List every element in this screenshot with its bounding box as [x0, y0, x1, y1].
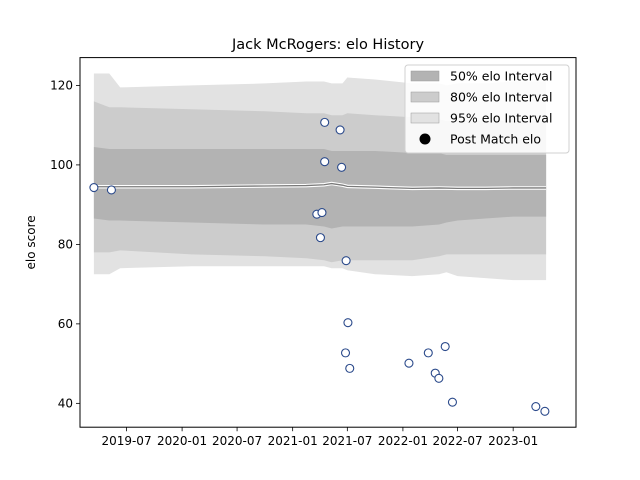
y-axis: 40 60 80 100 120	[50, 79, 80, 411]
x-tick-label-4: 2021-07	[322, 434, 372, 448]
data-point-17	[440, 341, 450, 352]
legend-marker-3	[419, 133, 431, 145]
y-tick-label-3: 100	[50, 158, 73, 172]
interval-band-2	[93, 147, 547, 229]
chart-title: Jack McRogers: elo History	[231, 37, 424, 53]
data-point-18	[447, 397, 458, 407]
legend-swatch-0	[410, 70, 440, 82]
x-tick-label-7: 2023-01	[488, 434, 538, 448]
y-tick-label-1: 60	[58, 317, 73, 331]
data-point-9	[341, 256, 351, 266]
data-point-10	[343, 318, 353, 328]
center-line-layer	[93, 181, 547, 191]
data-point-5	[320, 117, 330, 127]
legend-label-0: 50% elo Interval	[450, 69, 552, 84]
legend-label-3: Post Match elo	[450, 132, 541, 147]
post-match-points	[89, 117, 550, 416]
plot-frame	[79, 57, 577, 428]
data-point-3	[315, 233, 326, 243]
x-tick-label-1: 2020-01	[157, 434, 207, 448]
y-tick-label-0: 40	[58, 397, 73, 411]
x-tick-label-0: 2019-07	[101, 434, 151, 448]
data-point-6	[320, 157, 330, 167]
data-point-8	[337, 162, 347, 172]
x-tick-label-3: 2021-01	[268, 434, 318, 448]
x-tick-label-5: 2022-01	[378, 434, 428, 448]
legend-box	[404, 64, 570, 154]
y-axis-label: elo score	[24, 215, 38, 269]
legend: 50% elo Interval 80% elo Interval 95% elo …	[404, 64, 570, 154]
x-tick-label-6: 2022-07	[433, 434, 483, 448]
data-point-1	[106, 185, 116, 195]
data-point-19	[531, 401, 541, 412]
legend-label-1: 80% elo Interval	[450, 90, 552, 105]
legend-swatch-2	[410, 112, 440, 124]
y-tick-label-2: 80	[58, 238, 73, 252]
center-line	[93, 182, 547, 190]
data-point-20	[540, 406, 550, 416]
y-tick-label-4: 120	[50, 79, 73, 93]
data-point-13	[404, 358, 414, 368]
legend-label-2: 95% elo Interval	[450, 111, 552, 126]
data-point-14	[423, 348, 433, 358]
x-axis: 2019-07 2020-01 2020-07 2021-01 2021-07 2022-…	[101, 427, 538, 448]
x-tick-label-2: 2020-07	[212, 434, 262, 448]
data-point-12	[345, 363, 355, 373]
data-point-16	[434, 373, 444, 383]
data-point-4	[317, 208, 327, 218]
data-point-0	[89, 183, 99, 193]
legend-swatch-1	[410, 91, 440, 103]
data-point-7	[335, 125, 345, 135]
data-point-11	[340, 348, 351, 358]
